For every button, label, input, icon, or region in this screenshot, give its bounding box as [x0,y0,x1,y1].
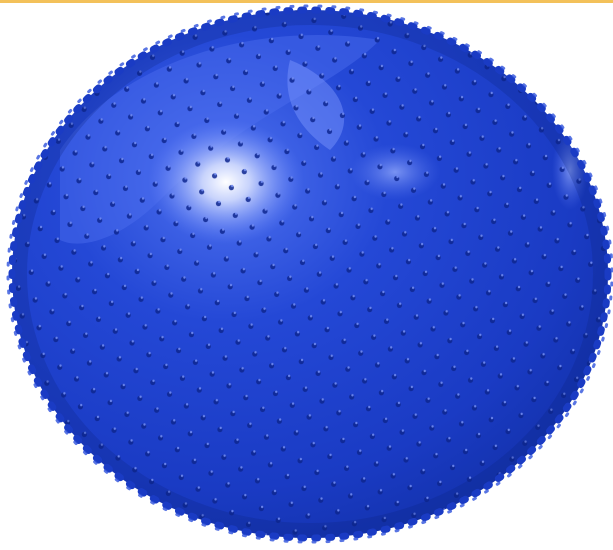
rim-spikes [8,6,612,542]
top-strip [0,0,613,3]
